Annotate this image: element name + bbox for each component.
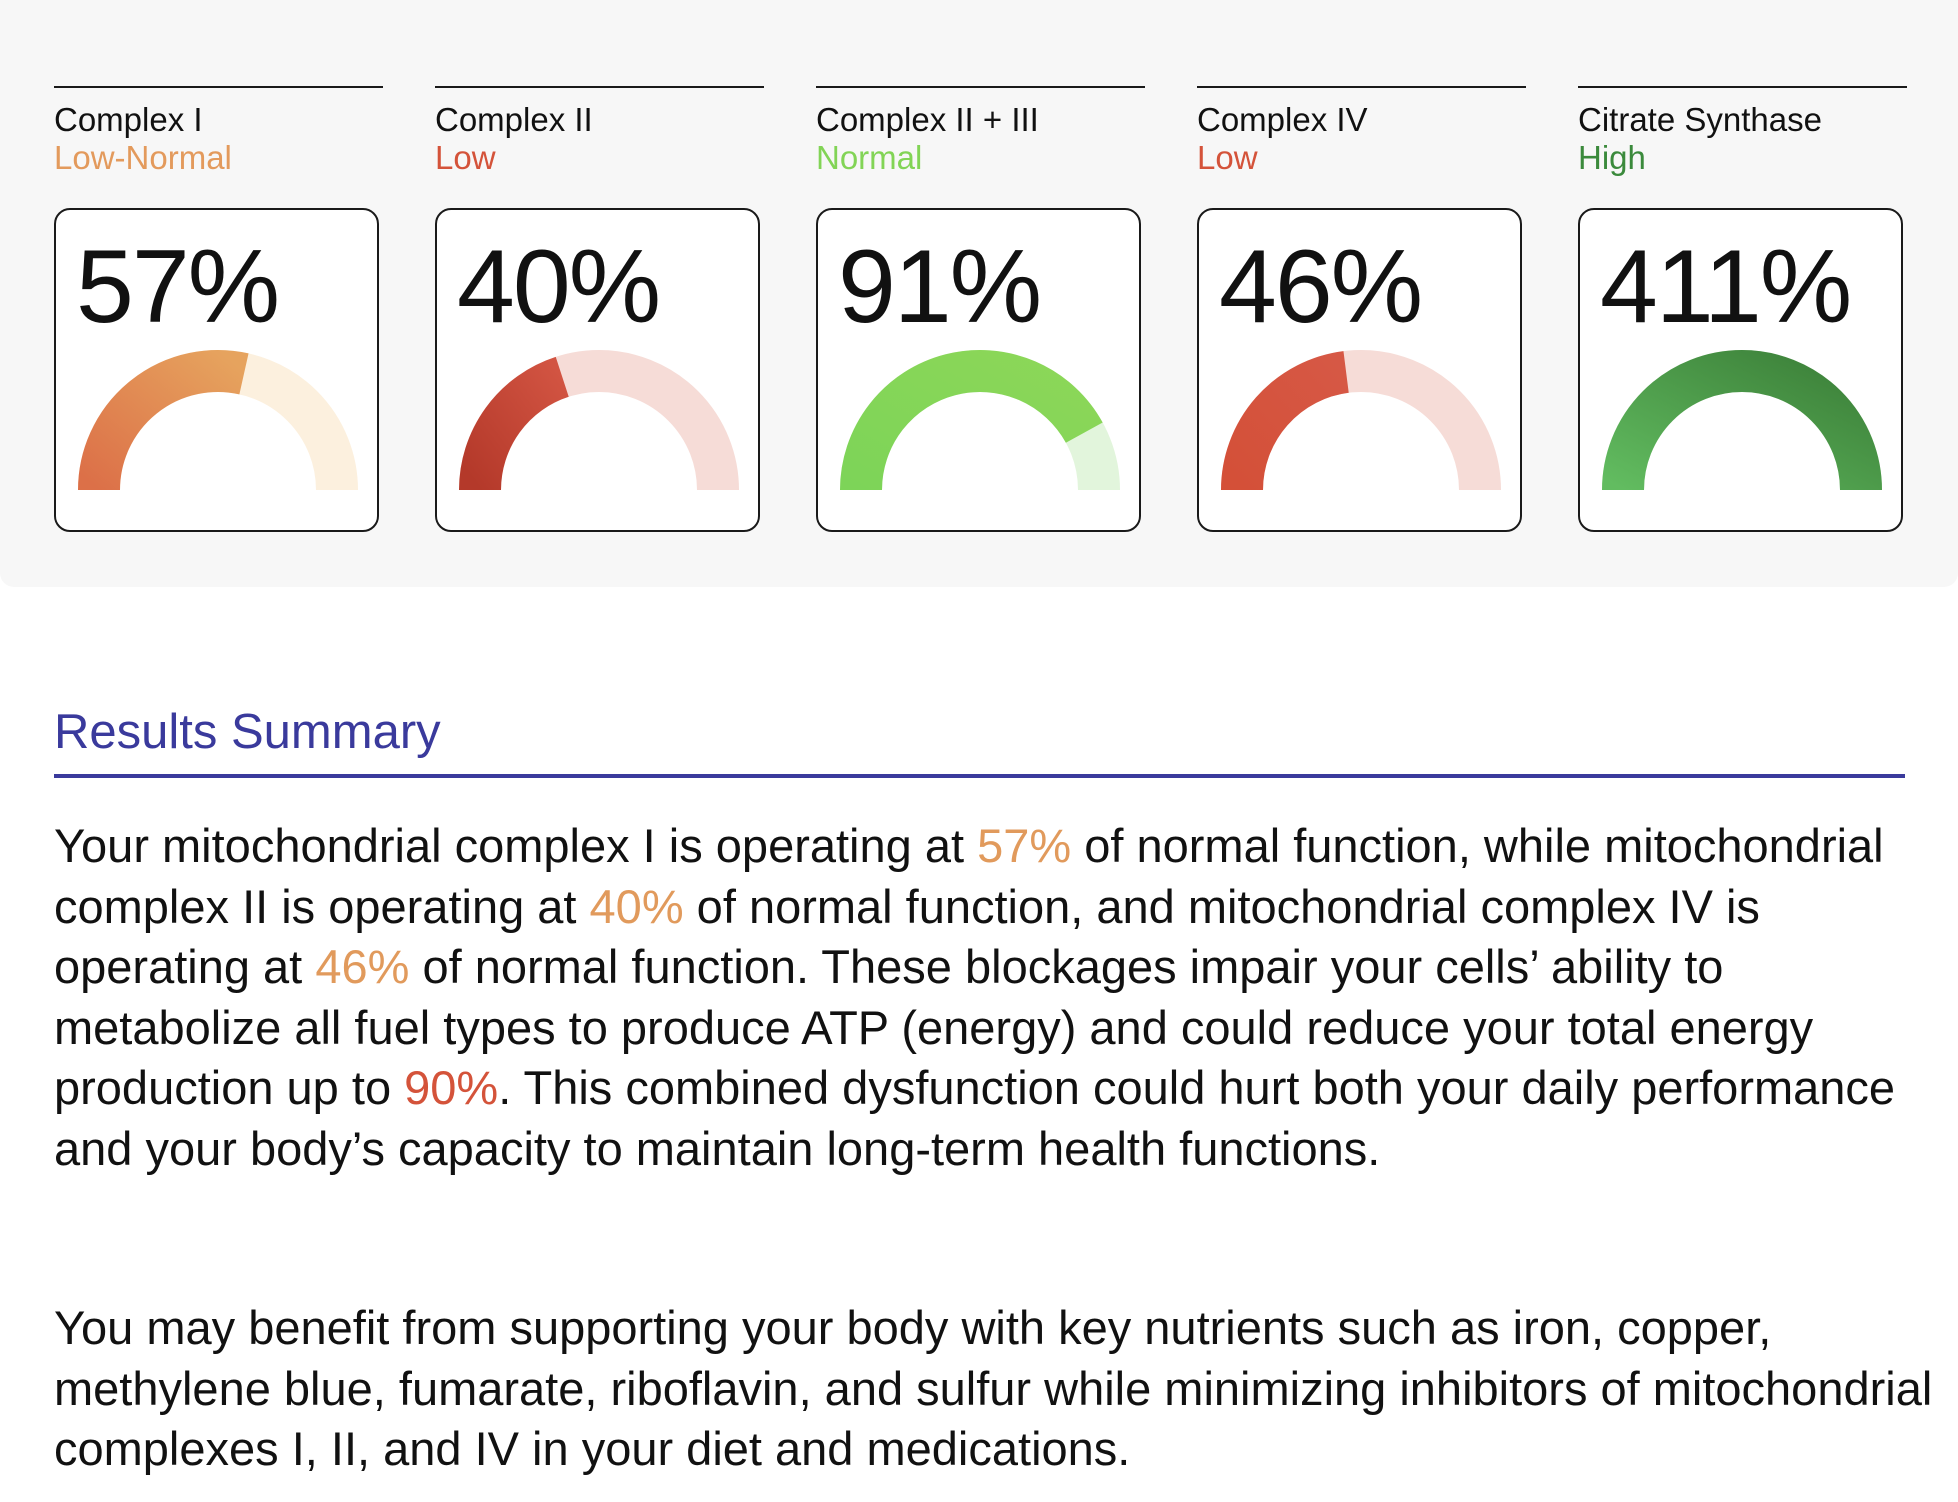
gauge-citrate-synthase bbox=[1602, 350, 1882, 491]
divider bbox=[435, 86, 764, 88]
gauge-complex-ii bbox=[459, 350, 739, 491]
metric-status: High bbox=[1578, 139, 1646, 176]
divider bbox=[1197, 86, 1526, 88]
gauge-card-complex-i: 57% bbox=[54, 208, 379, 532]
gauge-card-citrate-synthase: 411% bbox=[1578, 208, 1903, 532]
metric-name: Complex IV bbox=[1197, 101, 1368, 138]
metric-status: Low bbox=[1197, 139, 1258, 176]
summary-divider bbox=[54, 774, 1905, 778]
metric-status: Low-Normal bbox=[54, 139, 232, 176]
divider bbox=[1578, 86, 1907, 88]
metric-percentage: 57% bbox=[76, 229, 280, 345]
metric-complex-i-header: Complex I Low-Normal bbox=[54, 86, 383, 177]
gauge-fill bbox=[1602, 350, 1882, 491]
metric-name: Complex II bbox=[435, 101, 593, 138]
highlight-value: 46% bbox=[315, 940, 410, 993]
metric-status: Low bbox=[435, 139, 496, 176]
divider bbox=[816, 86, 1145, 88]
metric-citrate-synthase-header: Citrate Synthase High bbox=[1578, 86, 1907, 177]
summary-text: of normal function, while mitochondrial … bbox=[54, 819, 1884, 933]
metric-complex-ii-header: Complex II Low bbox=[435, 86, 764, 177]
gauge-card-complex-iv: 46% bbox=[1197, 208, 1522, 532]
metric-percentage: 91% bbox=[838, 229, 1042, 345]
metric-name: Complex I bbox=[54, 101, 203, 138]
metric-status: Normal bbox=[816, 139, 923, 176]
metric-complex-iv-header: Complex IV Low bbox=[1197, 86, 1526, 177]
metric-percentage: 411% bbox=[1600, 229, 1852, 345]
summary-paragraph-1: Your mitochondrial complex I is operatin… bbox=[54, 816, 1934, 1179]
metric-percentage: 40% bbox=[457, 229, 661, 345]
results-summary-title: Results Summary bbox=[54, 705, 441, 759]
gauge-fill bbox=[459, 356, 570, 491]
gauge-complex-iv bbox=[1221, 350, 1501, 491]
summary-text: of normal function, and mitochondrial co… bbox=[54, 879, 1760, 994]
summary-text: Your mitochondrial complex I is operatin… bbox=[54, 819, 978, 872]
metric-name: Complex II + III bbox=[816, 101, 1039, 138]
gauge-fill bbox=[1221, 351, 1350, 491]
gauge-fill bbox=[78, 350, 249, 491]
divider bbox=[54, 86, 383, 88]
gauge-complex-ii-iii bbox=[840, 350, 1120, 491]
metric-complex-ii-iii-header: Complex II + III Normal bbox=[816, 86, 1145, 177]
summary-paragraph-2: You may benefit from supporting your bod… bbox=[54, 1301, 1933, 1475]
summary-text: of normal function. These blockages impa… bbox=[54, 940, 1814, 1114]
gauge-card-complex-ii: 40% bbox=[435, 208, 760, 532]
summary-text: . This combined dysfunction could hurt b… bbox=[54, 1061, 1896, 1175]
metric-name: Citrate Synthase bbox=[1578, 101, 1822, 138]
highlight-value: 40% bbox=[589, 879, 684, 933]
highlight-value: 57% bbox=[977, 819, 1072, 872]
gauge-fill bbox=[840, 350, 1103, 491]
metric-percentage: 46% bbox=[1219, 229, 1423, 345]
highlight-value: 90% bbox=[404, 1061, 499, 1114]
gauge-complex-i bbox=[78, 350, 358, 491]
gauge-card-complex-ii-iii: 91% bbox=[816, 208, 1141, 532]
